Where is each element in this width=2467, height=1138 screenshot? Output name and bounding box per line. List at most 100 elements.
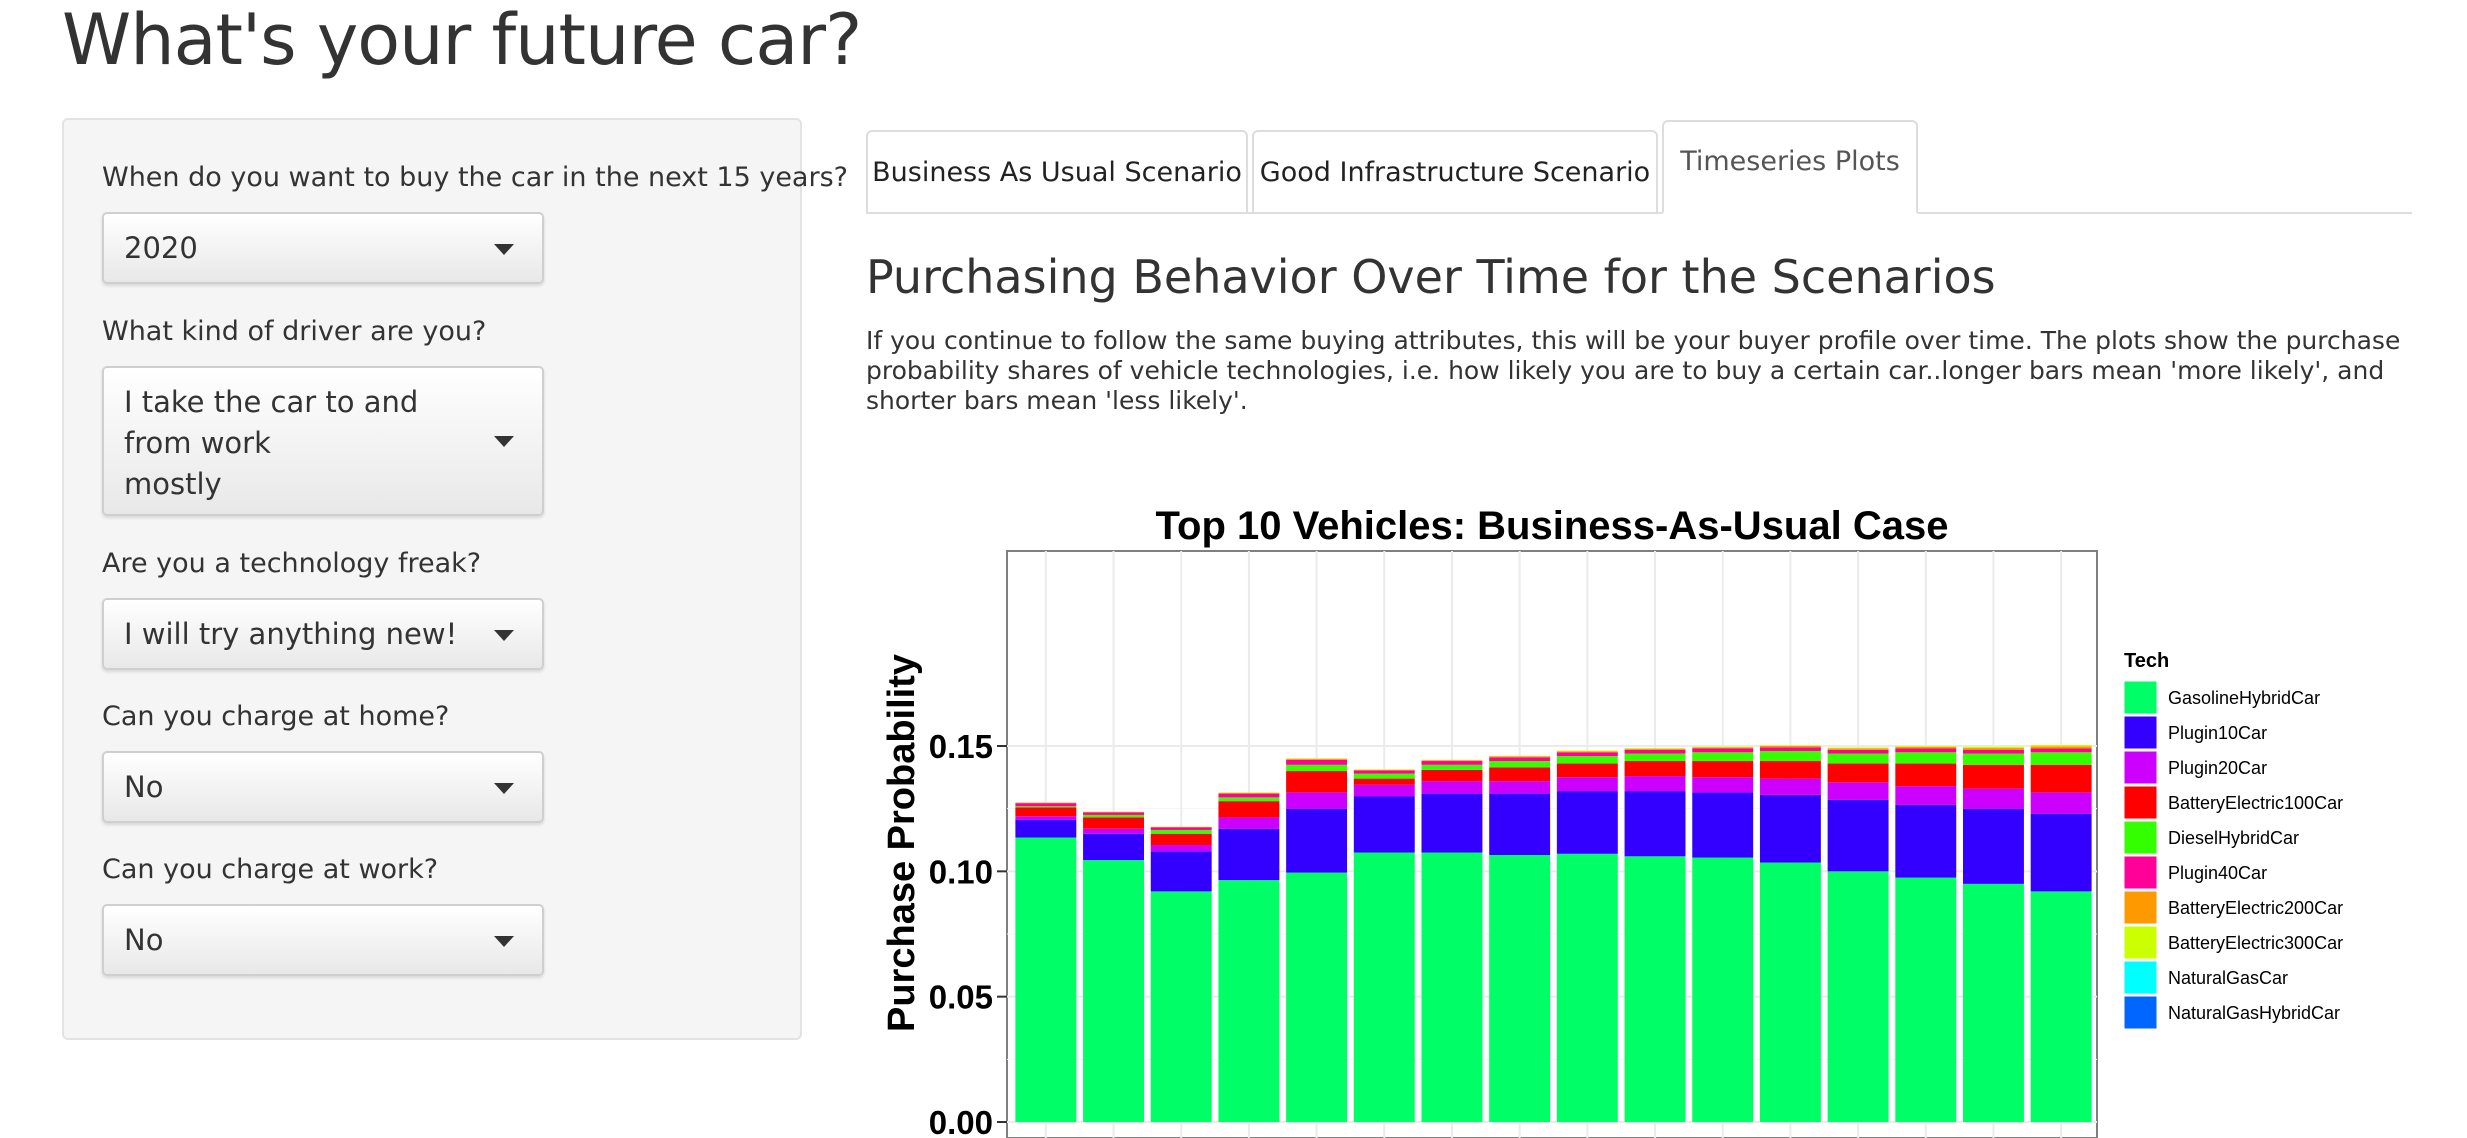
bar-segment — [1692, 748, 1754, 753]
bar-segment — [1827, 782, 1889, 800]
bar-segment — [2030, 792, 2092, 814]
legend-swatch — [2123, 995, 2158, 1030]
purchase-probability-chart: Top 10 Vehicles: Business-As-Usual Case … — [881, 504, 2343, 1138]
bar-segment — [1421, 793, 1483, 853]
scenario-tabs: Business As Usual Scenario Good Infrastr… — [866, 118, 2412, 214]
legend-swatch — [2123, 820, 2158, 855]
bar-segment — [1692, 761, 1754, 778]
driver-type-label: What kind of driver are you? — [102, 316, 487, 347]
bar-segment — [1489, 757, 1551, 762]
bar-segment — [1963, 883, 2024, 1122]
charge-home-select[interactable]: No — [102, 751, 544, 823]
tech-attitude-label: Are you a technology freak? — [102, 548, 482, 579]
driver-type-select[interactable]: I take the car to and from work mostly — [102, 366, 544, 516]
bar-segment — [1895, 804, 1957, 878]
bar-segment — [1218, 828, 1280, 881]
legend-entry-label: Plugin10Car — [2168, 723, 2267, 743]
tab-good-infrastructure[interactable]: Good Infrastructure Scenario — [1252, 130, 1658, 214]
bar-segment — [1624, 753, 1686, 762]
bar-segment — [1556, 791, 1618, 854]
bar-segment — [1150, 845, 1212, 852]
bar-segment — [1150, 827, 1212, 830]
bar-segment — [1759, 745, 1821, 746]
bar-segment — [1489, 793, 1551, 856]
bar-segment — [1421, 760, 1483, 762]
bar-segment — [1489, 756, 1551, 758]
bar-segment — [1692, 857, 1754, 1122]
bar-segment — [1895, 877, 1957, 1122]
tab-business-as-usual[interactable]: Business As Usual Scenario — [866, 130, 1248, 214]
bar-segment — [1963, 788, 2024, 809]
chevron-down-icon — [494, 783, 514, 794]
section-description: If you continue to follow the same buyin… — [866, 326, 2401, 415]
bar-segment — [1353, 769, 1415, 771]
y-axis: 0.00 0.05 0.10 0.15 — [929, 728, 1007, 1138]
bar-segment — [1624, 748, 1686, 749]
bar-segment — [1083, 812, 1144, 815]
bar-segment — [1895, 746, 1957, 748]
bar-segment — [1150, 829, 1212, 834]
legend-swatch — [2123, 890, 2158, 925]
legend-entry-label: GasolineHybridCar — [2168, 688, 2320, 708]
bar-segment — [1489, 755, 1551, 757]
bar-segment — [1963, 764, 2024, 789]
bar-segment — [1150, 891, 1212, 1122]
bar-segment — [1624, 748, 1686, 750]
bar-segment — [1083, 817, 1144, 829]
bar-segment — [2030, 746, 2092, 749]
bar-segment — [2030, 891, 2092, 1122]
bar-segment — [1759, 862, 1821, 1122]
charge-work-value: No — [124, 923, 164, 957]
bar-segment — [1827, 871, 1889, 1122]
bar-segment — [1421, 781, 1483, 794]
bar-segment — [1015, 806, 1077, 808]
bar-segment — [2030, 752, 2092, 765]
bar-segment — [1827, 753, 1889, 764]
bar-segment — [1489, 761, 1551, 768]
bar-segment — [1286, 759, 1348, 765]
charge-work-label: Can you charge at work? — [102, 854, 439, 885]
bar-segment — [1286, 792, 1348, 809]
legend-entry-label: NaturalGasHybridCar — [2168, 1003, 2340, 1023]
legend-swatch — [2123, 855, 2158, 890]
bar-segment — [1759, 794, 1821, 863]
bar-segment — [1556, 752, 1618, 757]
tab-timeseries-plots[interactable]: Timeseries Plots — [1662, 120, 1918, 214]
bar-segment — [1083, 833, 1144, 861]
chevron-down-icon — [494, 436, 514, 447]
y-axis-label: Purchase Probability — [881, 654, 923, 1032]
bar-segment — [1218, 792, 1280, 793]
bar-segment — [1150, 851, 1212, 892]
bar-segment — [1218, 797, 1280, 802]
section-heading: Purchasing Behavior Over Time for the Sc… — [866, 250, 1996, 304]
bar-segment — [1556, 763, 1618, 778]
bar-segment — [1624, 761, 1686, 777]
bar-segment — [1421, 764, 1483, 770]
bar-segment — [1692, 747, 1754, 749]
charge-work-select[interactable]: No — [102, 904, 544, 976]
input-panel: When do you want to buy the car in the n… — [62, 118, 848, 1040]
bar-segment — [1353, 773, 1415, 779]
legend-entry-label: BatteryElectric200Car — [2168, 898, 2343, 918]
bar-segment — [1759, 751, 1821, 762]
bar-segment — [1489, 781, 1551, 794]
y-tick-label: 0.00 — [929, 1104, 993, 1138]
bar-segment — [1827, 748, 1889, 750]
bar-segment — [1895, 748, 1957, 753]
bar-segment — [1963, 808, 2024, 884]
purchase-year-select[interactable]: 2020 — [102, 212, 544, 284]
charge-home-label: Can you charge at home? — [102, 701, 450, 732]
bar-segment — [1015, 802, 1077, 804]
tech-attitude-select[interactable]: I will try anything new! — [102, 598, 544, 670]
bar-segment — [1421, 769, 1483, 782]
bar-segment — [1353, 784, 1415, 797]
legend-entry-label: Plugin20Car — [2168, 758, 2267, 778]
legend: Tech GasolineHybridCar Plugin10Car Plugin2… — [2123, 650, 2343, 1030]
legend-swatch — [2123, 785, 2158, 820]
legend-swatch — [2123, 925, 2158, 960]
bar-segment — [1556, 756, 1618, 764]
bar-segment — [1759, 747, 1821, 752]
bar-segment — [1150, 826, 1212, 828]
y-tick-label: 0.05 — [929, 979, 993, 1016]
bar-segment — [1286, 758, 1348, 760]
